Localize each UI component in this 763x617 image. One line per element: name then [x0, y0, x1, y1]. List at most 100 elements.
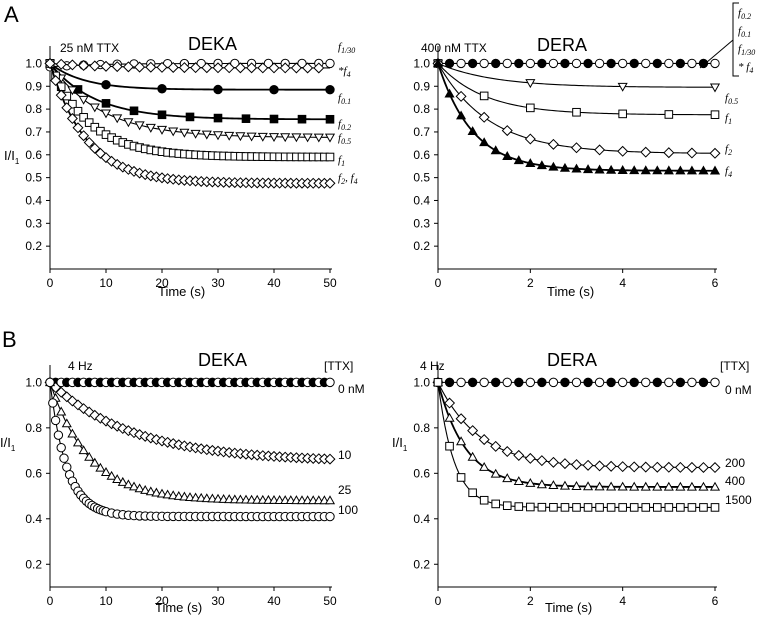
data-point — [502, 473, 513, 483]
data-point — [122, 163, 134, 175]
data-point — [134, 61, 146, 73]
data-point — [467, 451, 478, 461]
data-point — [224, 131, 235, 141]
y-tick-label: 0.8 — [25, 421, 42, 435]
series-f1 — [433, 59, 720, 119]
data-point — [664, 377, 674, 388]
data-point — [629, 58, 639, 69]
data-point — [89, 409, 101, 421]
data-point — [151, 487, 162, 497]
chart-deka-a: DEKA 25 nM TTX Time (s) 0 10 20 30 40 50 0.2 0.… — [4, 34, 358, 299]
series-25 — [44, 377, 336, 505]
data-point — [549, 503, 558, 512]
x-tick-label: 20 — [155, 276, 169, 290]
data-point — [502, 58, 512, 69]
series-label: f0.5 — [725, 92, 738, 106]
data-point — [53, 430, 64, 440]
y-axis-label: I/I1 — [0, 435, 16, 453]
data-point — [606, 377, 616, 388]
data-point — [100, 467, 112, 476]
data-point — [583, 503, 593, 512]
data-point — [652, 377, 662, 388]
y-tick-label: 0.7 — [25, 125, 42, 139]
x-axis-label: Time (s) — [158, 284, 205, 299]
chart-dera-a: DERA 400 nM TTX Time (s) 0 2 4 6 0.2 0.3 0.4 0.… — [413, 2, 755, 299]
y-tick-label: 1.0 — [25, 375, 42, 389]
data-point — [675, 481, 686, 491]
y-axis-label: I/I1 — [392, 435, 408, 453]
data-point — [594, 164, 605, 174]
data-point — [663, 165, 674, 175]
data-point — [157, 84, 167, 94]
data-point — [325, 114, 335, 124]
series-label-base: f — [338, 41, 343, 53]
data-point — [640, 165, 651, 175]
data-point — [514, 377, 524, 388]
data-point — [128, 427, 140, 439]
data-point — [291, 133, 302, 143]
data-point — [537, 377, 547, 388]
y-tick-label: 0.4 — [25, 193, 42, 207]
data-point — [547, 138, 559, 150]
data-point — [709, 165, 721, 175]
series-label: 400 — [725, 474, 745, 488]
data-point — [640, 461, 652, 473]
data-point — [61, 102, 73, 114]
series-label-subscript: 1/30 — [341, 46, 355, 55]
data-point — [89, 60, 101, 72]
data-point — [234, 62, 246, 74]
fit-curve — [49, 62, 331, 121]
series-label-subscript: 0.1 — [341, 97, 351, 106]
y-axis-label: I/I1 — [4, 148, 20, 166]
data-point — [72, 437, 84, 447]
bracket-label: * f4 — [738, 61, 753, 75]
series-200 — [432, 376, 721, 474]
data-point — [213, 113, 223, 123]
data-point — [73, 106, 83, 116]
data-point — [502, 501, 512, 510]
data-point — [709, 462, 721, 474]
y-axis-label-subscript: 1 — [11, 444, 16, 453]
series-f0-2 — [45, 59, 335, 124]
data-point — [297, 114, 307, 124]
data-point — [490, 468, 501, 478]
data-point — [268, 133, 280, 142]
x-tick-label: 2 — [527, 594, 534, 608]
data-point — [324, 133, 336, 143]
data-point — [56, 406, 67, 416]
data-point — [559, 480, 571, 490]
data-point — [456, 110, 467, 120]
data-point — [268, 62, 280, 74]
data-point — [652, 503, 662, 512]
data-point — [157, 110, 167, 120]
y-tick-label: 0.4 — [25, 512, 42, 526]
series-label-base: 0 nM — [725, 383, 752, 397]
fit-curve — [49, 62, 330, 91]
data-point — [83, 136, 95, 148]
series-f4 — [432, 58, 721, 175]
data-point — [213, 84, 223, 95]
data-point — [302, 133, 313, 143]
bracket-label-subscript: 4 — [749, 66, 753, 75]
series-label: 10 — [338, 448, 352, 462]
data-point — [560, 377, 570, 388]
series-label-base: 400 — [725, 474, 745, 488]
series-label-base: f — [338, 172, 343, 184]
data-point — [709, 83, 721, 93]
data-point — [710, 503, 720, 512]
data-point — [652, 165, 663, 175]
data-point — [179, 491, 190, 501]
series-0-nm — [45, 377, 335, 388]
y-tick-label: 0.2 — [25, 557, 42, 571]
data-point — [594, 58, 605, 69]
data-point — [582, 481, 594, 491]
legend-title: [TTX] — [720, 359, 749, 373]
data-point — [490, 440, 502, 452]
data-point — [444, 88, 455, 98]
bracket-label: f0.1 — [738, 25, 751, 39]
series-label-base: f — [725, 112, 730, 124]
data-point — [112, 114, 123, 124]
condition-label: 4 Hz — [68, 359, 93, 373]
data-point — [59, 453, 69, 463]
series-label-subscript: 4 — [347, 70, 351, 79]
